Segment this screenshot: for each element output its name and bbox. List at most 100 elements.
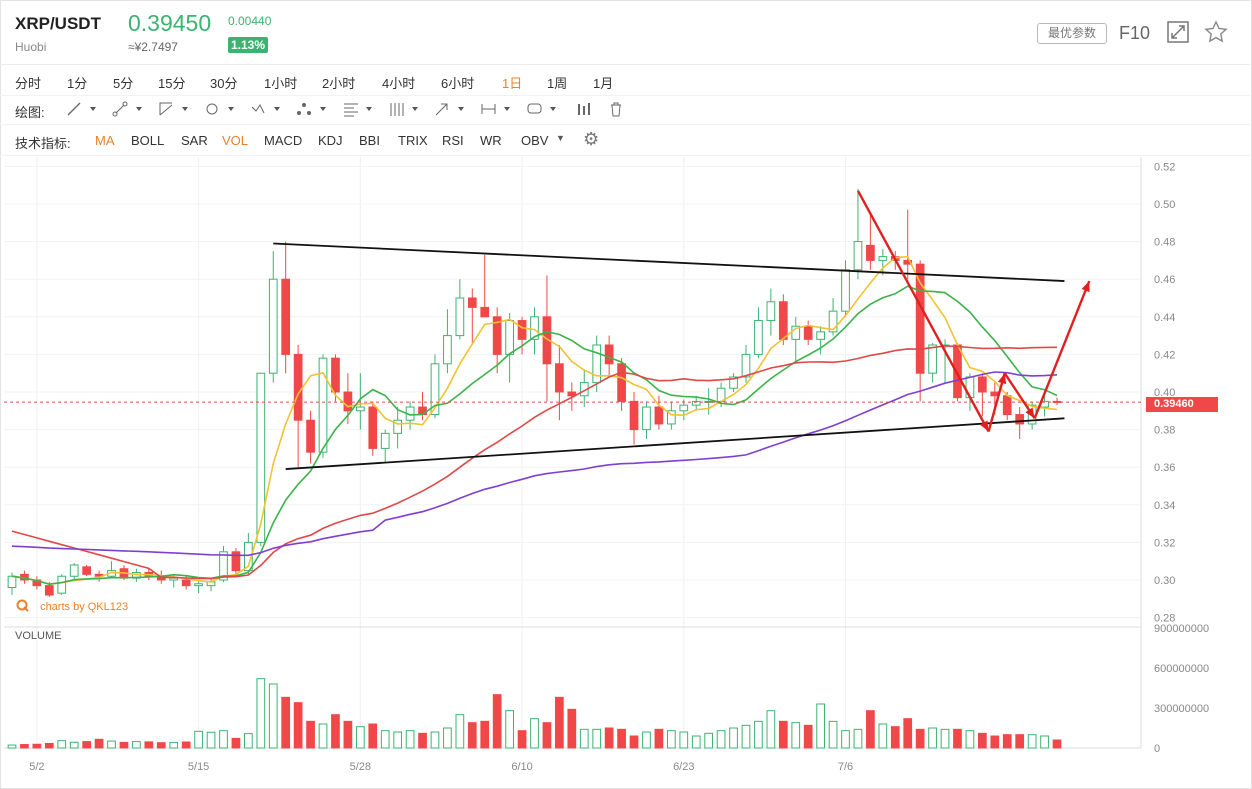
settings-gear-icon[interactable]: ⚙ xyxy=(583,129,600,149)
indicator-trix[interactable]: TRIX xyxy=(398,133,428,148)
interval-tab-1[interactable]: 1分 xyxy=(67,76,88,91)
candle-body xyxy=(617,363,626,402)
indicator-ma[interactable]: MA xyxy=(95,133,115,148)
volume-bar xyxy=(990,735,1000,749)
line-tool-icon[interactable] xyxy=(66,101,100,117)
candle-settings-icon[interactable] xyxy=(576,101,592,117)
volume-bar xyxy=(293,702,303,749)
expand-icon[interactable] xyxy=(1166,20,1190,44)
f10-button[interactable]: F10 xyxy=(1119,23,1151,43)
volume-bar xyxy=(654,728,664,749)
interval-tab-10[interactable]: 1周 xyxy=(547,76,568,91)
pattern-tool-icon[interactable] xyxy=(296,101,330,117)
candle-body xyxy=(666,410,676,425)
volume-bar xyxy=(853,728,863,749)
wave-tool-icon[interactable] xyxy=(250,101,284,117)
ray-tool-icon[interactable] xyxy=(112,101,146,117)
bounce-arrow-head xyxy=(997,373,1007,385)
candle-body xyxy=(443,335,452,365)
volume-bar xyxy=(679,731,689,749)
indicator-label: 技术指标: xyxy=(15,136,71,151)
candle-body xyxy=(244,541,253,572)
volume-bar xyxy=(691,735,701,749)
indicator-rsi[interactable]: RSI xyxy=(442,133,464,148)
volume-bar xyxy=(878,723,888,749)
shape-tool-icon[interactable] xyxy=(204,101,238,117)
interval-tab-9[interactable]: 1日 xyxy=(502,76,523,91)
volume-tick-label: 300000000 xyxy=(1154,703,1209,715)
candle-body xyxy=(181,579,191,587)
volume-bar xyxy=(1015,734,1025,749)
interval-tab-5[interactable]: 1小时 xyxy=(264,76,298,91)
brand-logo-icon xyxy=(16,599,29,612)
volume-bar xyxy=(729,727,738,749)
candle-body xyxy=(1015,414,1025,425)
volume-bar xyxy=(443,727,452,749)
candle-body xyxy=(355,406,365,412)
indicator-wr[interactable]: WR xyxy=(480,133,502,148)
candle-body xyxy=(866,244,875,261)
volume-bar xyxy=(44,742,54,749)
optimal-params-button[interactable]: 最优参数 xyxy=(1037,23,1107,44)
measure-tool-icon[interactable] xyxy=(480,101,514,117)
candle-body xyxy=(778,301,788,340)
ma5-line xyxy=(11,255,1058,586)
candle-body xyxy=(555,363,564,393)
candle-body xyxy=(82,566,91,575)
text-tool-icon[interactable] xyxy=(526,101,560,117)
volume-bar xyxy=(766,710,776,749)
volume-bar xyxy=(144,741,154,749)
indicator-obv[interactable]: OBV xyxy=(521,133,549,148)
candle-body xyxy=(293,353,303,421)
volume-bar xyxy=(604,727,614,749)
volume-bar xyxy=(480,720,490,749)
volume-bar xyxy=(169,741,179,749)
y-tick-label: 0.28 xyxy=(1154,613,1175,625)
indicator-macd[interactable]: MACD xyxy=(264,133,303,148)
ma60-line xyxy=(11,371,1058,557)
interval-tab-7[interactable]: 4小时 xyxy=(382,76,416,91)
star-icon[interactable] xyxy=(1204,20,1228,44)
indicator-sar[interactable]: SAR xyxy=(181,133,208,148)
volume-bar xyxy=(530,718,539,749)
volume-bar xyxy=(579,728,589,749)
channel-tool-icon[interactable] xyxy=(158,101,192,117)
volume-bar xyxy=(555,696,564,749)
interval-tab-8[interactable]: 6小时 xyxy=(441,76,475,91)
interval-tab-0[interactable]: 分时 xyxy=(15,76,42,91)
y-tick-label: 0.44 xyxy=(1154,312,1175,324)
indicator-bbi[interactable]: BBI xyxy=(359,133,380,148)
indicator-boll[interactable]: BOLL xyxy=(131,133,165,148)
interval-tab-4[interactable]: 30分 xyxy=(210,76,238,91)
fibonacci-tool-icon[interactable] xyxy=(342,101,376,117)
candle-body xyxy=(766,301,776,322)
volume-bar xyxy=(231,737,241,749)
volume-bar xyxy=(256,678,266,749)
volume-bar xyxy=(953,728,962,749)
more-indicators-dropdown-icon[interactable]: ▼ xyxy=(556,133,565,143)
candle-body xyxy=(281,278,291,355)
interval-tab-6[interactable]: 2小时 xyxy=(322,76,356,91)
y-tick-label: 0.48 xyxy=(1154,237,1175,249)
candle-body xyxy=(268,278,278,374)
volume-bar xyxy=(107,740,116,749)
interval-tab-3[interactable]: 15分 xyxy=(158,76,186,91)
indicator-kdj[interactable]: KDJ xyxy=(318,133,343,148)
candle-body xyxy=(853,241,863,271)
candle-body xyxy=(306,419,315,453)
volume-bar xyxy=(430,731,440,749)
candle-body xyxy=(978,376,987,393)
candle-body xyxy=(642,406,651,431)
arrow-tool-icon[interactable] xyxy=(434,101,468,117)
interval-tab-2[interactable]: 5分 xyxy=(113,76,134,91)
candle-body xyxy=(343,391,353,412)
interval-tab-11[interactable]: 1月 xyxy=(593,76,614,91)
volume-bar xyxy=(119,741,129,749)
trash-icon[interactable] xyxy=(608,101,624,117)
candle-body xyxy=(517,320,527,340)
candle-body xyxy=(455,297,465,337)
gann-tool-icon[interactable] xyxy=(388,101,422,117)
candle-body xyxy=(44,585,54,596)
indicator-vol[interactable]: VOL xyxy=(222,133,249,148)
